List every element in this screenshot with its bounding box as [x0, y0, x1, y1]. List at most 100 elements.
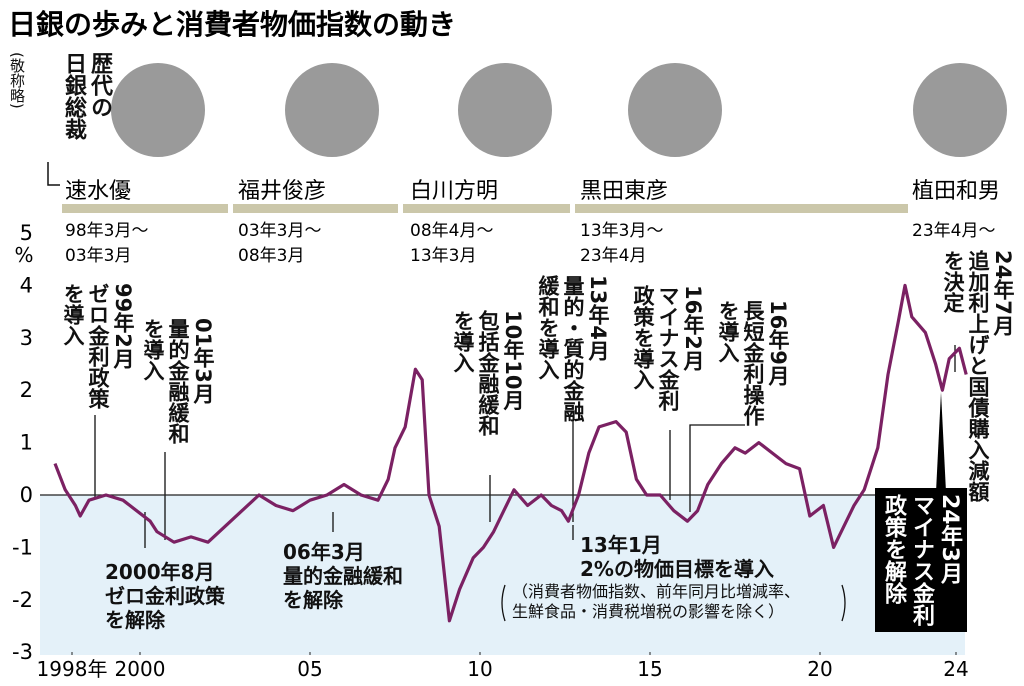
annotation: 99年2月 ゼロ金利政策 を導入 — [60, 283, 135, 409]
governor-term: 03年3月～ — [238, 221, 321, 241]
portrait — [911, 61, 1009, 159]
text-line: を解除 — [283, 588, 343, 612]
portrait — [109, 61, 207, 159]
x-tick-label: 10 — [467, 657, 492, 681]
x-tick-label: 20 — [807, 657, 832, 681]
text-line: 13年1月 — [580, 533, 662, 557]
text-line: 政策を導入 — [631, 285, 655, 390]
text-line: 13年4月 — [586, 275, 610, 361]
governors-heading: 歴代の 日銀総裁 — [60, 52, 112, 140]
text-line: を導入 — [141, 318, 165, 381]
governor-name: 速水優 — [65, 179, 131, 204]
y-tick-label: 3 — [20, 326, 33, 350]
text-line: 歴代の — [87, 52, 112, 118]
y-tick-label: 1 — [20, 431, 33, 455]
y-tick-label: 2 — [20, 378, 33, 402]
leader — [689, 424, 745, 512]
annotation: 13年1月 2%の物価目標を導入 — [580, 533, 774, 581]
x-tick-label: 05 — [297, 657, 322, 681]
text-line: 追加利上げと国債購入減額 — [966, 250, 990, 502]
governor-term: 13年3月～ — [580, 221, 663, 241]
text-line: ゼロ金利政策 — [86, 283, 110, 409]
governor-term: 23年4月 — [580, 246, 646, 266]
governor-name: 福井俊彦 — [238, 179, 326, 204]
x-tick-label: 24 — [943, 657, 968, 681]
term-bar — [62, 204, 228, 213]
text-line: 2%の物価目標を導入 — [580, 557, 774, 581]
chart-title: 日銀の歩みと消費者物価指数の動き — [8, 8, 456, 41]
term-bar — [233, 204, 398, 213]
text-line: 01年3月 — [191, 318, 215, 404]
y-tick-label: 0 — [20, 483, 33, 507]
y-tick-label: 5 — [20, 221, 33, 245]
portrait — [626, 61, 724, 159]
annotation: 06年3月 量的金融緩和 を解除 — [283, 540, 403, 612]
pointer — [936, 392, 946, 492]
text-line: マイナス金利 — [656, 285, 680, 411]
text-line: 24年3月 — [937, 494, 962, 584]
note-brackets — [501, 584, 846, 622]
annotation: 2000年8月 ゼロ金利政策 を解除 — [105, 560, 225, 632]
governor-name: 黒田東彦 — [580, 179, 668, 204]
text-line: を決定 — [941, 250, 965, 313]
x-tick-label: 15 — [637, 657, 662, 681]
y-tick-label: -2 — [12, 588, 33, 612]
governor-name: 植田和男 — [912, 179, 1000, 204]
annotation: 24年3月 マイナス金利 政策を解除 — [875, 488, 967, 632]
leader — [47, 162, 60, 186]
portrait — [456, 61, 554, 159]
governor-term: 03年3月 — [65, 246, 131, 266]
text-line: 量的・質的金融 — [561, 275, 585, 422]
governor-term: 13年3月 — [410, 246, 476, 266]
text-line: 10年10月 — [501, 310, 525, 411]
governor-term: 23年4月～ — [912, 221, 995, 241]
governor-term: 08年4月～ — [410, 221, 493, 241]
text-line: 量的金融緩和 — [283, 564, 403, 588]
annotation: 16年2月 マイナス金利 政策を導入 — [630, 285, 705, 411]
text-line: を解除 — [105, 608, 165, 632]
text-line: 24年7月 — [991, 250, 1015, 336]
x-tick-label: 2000 — [115, 657, 166, 681]
text-line: （消費者物価指数、前年同月比増減率、 — [512, 582, 801, 601]
text-line: 量的金融緩和 — [166, 318, 190, 444]
text-line: マイナス金利 — [909, 494, 934, 626]
note: （消費者物価指数、前年同月比増減率、 生鮮食品・消費税増税の影響を除く） — [512, 582, 800, 622]
y-tick-label: -1 — [12, 535, 33, 559]
text-line: 日銀総裁 — [61, 52, 86, 140]
y-tick-label: 4 — [20, 273, 33, 297]
governor-term: 08年3月 — [238, 246, 304, 266]
annotation: 10年10月 包括金融緩和 を導入 — [450, 310, 525, 436]
text-line: 政策を解除 — [881, 494, 906, 604]
term-bars — [62, 204, 908, 213]
text-line: を導入 — [451, 310, 475, 373]
y-tick-label: -3 — [12, 640, 33, 664]
term-bar — [575, 204, 908, 213]
text-line: を導入 — [716, 300, 740, 363]
text-line: 長短金利操作 — [741, 300, 765, 426]
cpi-line — [53, 283, 968, 623]
text-line: 緩和を導入 — [536, 275, 560, 380]
text-line: 生鮮食品・消費税増税の影響を除く） — [512, 602, 785, 621]
governors-note: (敬称略) — [8, 52, 26, 109]
negative-area — [40, 495, 965, 655]
governor-term: 98年3月～ — [65, 221, 148, 241]
annotation: 13年4月 量的・質的金融 緩和を導入 — [535, 275, 610, 422]
y-unit: % — [14, 243, 33, 267]
annotation: 16年9月 長短金利操作 を導入 — [715, 300, 790, 426]
text-line: 2000年8月 — [105, 560, 215, 584]
x-tick-label: 1998年 — [37, 657, 108, 681]
annotation: 24年7月 追加利上げと国債購入減額 を決定 — [940, 250, 1015, 502]
portraits — [109, 61, 1009, 159]
text-line: 99年2月 — [111, 283, 135, 369]
text-line: 06年3月 — [283, 540, 365, 564]
text-line: 包括金融緩和 — [476, 310, 500, 436]
text-line: を導入 — [61, 283, 85, 346]
annotation: 01年3月 量的金融緩和 を導入 — [140, 318, 215, 444]
text-line: 16年2月 — [681, 285, 705, 371]
portrait — [283, 61, 381, 159]
text-line: ゼロ金利政策 — [105, 584, 225, 608]
term-bar — [403, 204, 570, 213]
text-line: 16年9月 — [766, 300, 790, 386]
governor-name: 白川方明 — [410, 179, 498, 204]
